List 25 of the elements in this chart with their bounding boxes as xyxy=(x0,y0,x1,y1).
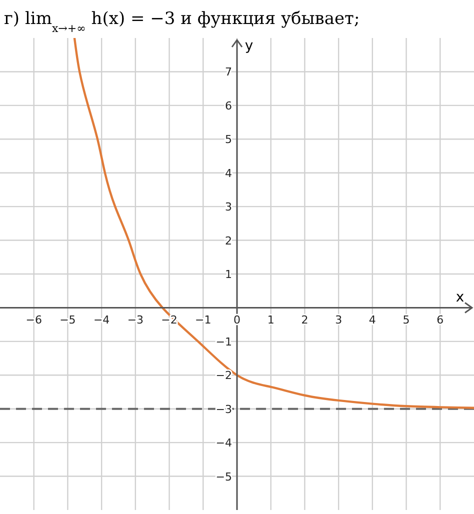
y-tick-label: −2 xyxy=(216,369,232,382)
y-tick-label: 6 xyxy=(225,99,232,112)
x-tick-label: 5 xyxy=(402,314,410,327)
x-tick-label: 2 xyxy=(301,314,308,327)
x-axis-title: x xyxy=(456,290,464,306)
x-tick-label: −3 xyxy=(127,314,144,327)
y-axis-title: y xyxy=(244,38,254,54)
x-tick-label: −1 xyxy=(195,314,212,327)
x-tick-label: −6 xyxy=(26,314,42,327)
y-tick-label: −4 xyxy=(216,436,232,450)
x-tick-label: 6 xyxy=(436,314,444,327)
x-tick-label: −4 xyxy=(93,314,110,327)
x-tick-label: 3 xyxy=(335,314,342,327)
y-tick-label: 4 xyxy=(225,166,232,180)
y-tick-label: −1 xyxy=(216,335,232,348)
y-tick-label: −5 xyxy=(216,470,232,484)
y-tick-label: 5 xyxy=(225,133,232,146)
chart-title: г) lim$_{x→+∞}$ h(x) = −3 и функция убывает; xyxy=(4,9,360,35)
x-tick-label: −5 xyxy=(60,314,76,327)
y-tick-label: 7 xyxy=(225,66,232,79)
y-tick-label: 2 xyxy=(225,234,232,248)
y-tick-label: 1 xyxy=(225,268,232,281)
x-tick-label: 1 xyxy=(267,314,274,327)
y-tick-label: 3 xyxy=(225,200,232,214)
x-tick-label: 4 xyxy=(368,314,376,327)
